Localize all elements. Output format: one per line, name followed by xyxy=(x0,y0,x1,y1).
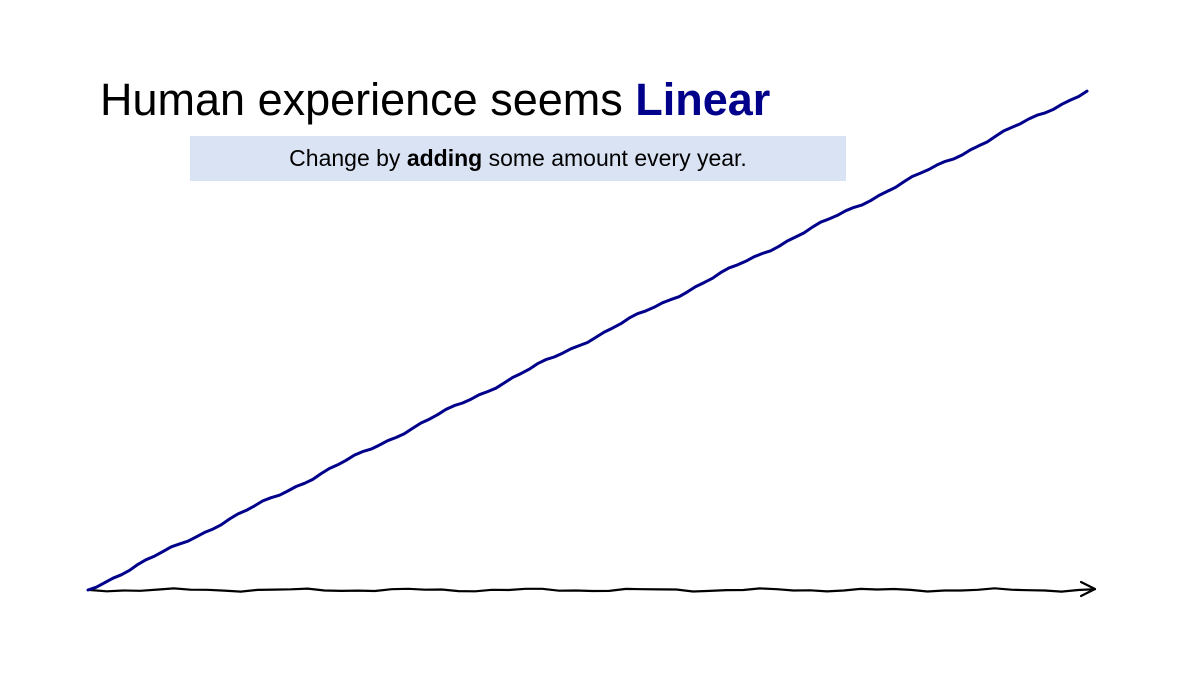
slide-title: Human experience seems Linear xyxy=(100,72,770,128)
title-prefix: Human experience seems xyxy=(100,74,636,125)
subtitle-after: some amount every year. xyxy=(482,145,747,171)
series-group xyxy=(86,89,1089,592)
x-axis-arrowhead xyxy=(1079,580,1097,598)
x-axis-line xyxy=(88,587,1097,593)
subtitle-box: Change by adding some amount every year. xyxy=(190,136,846,181)
series-line xyxy=(86,89,1089,592)
x-axis xyxy=(88,580,1097,598)
title-accent: Linear xyxy=(635,74,771,125)
subtitle-text: Change by adding some amount every year. xyxy=(289,145,747,172)
subtitle-bold: adding xyxy=(406,145,483,171)
subtitle-before: Change by xyxy=(289,145,407,171)
